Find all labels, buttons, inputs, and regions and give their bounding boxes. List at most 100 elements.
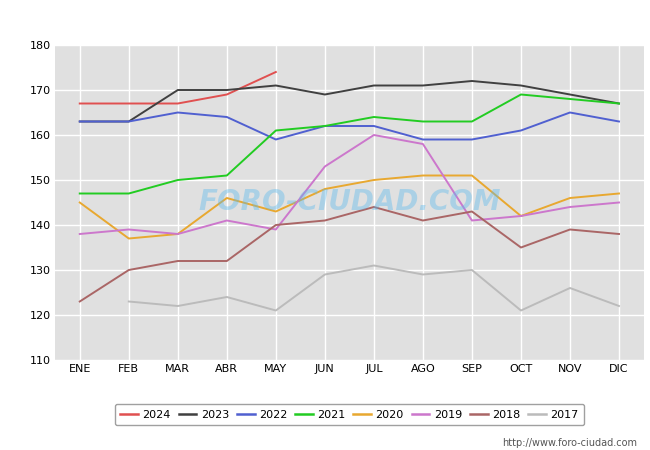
2024 — [174, 101, 182, 106]
2018 — [174, 258, 182, 264]
2022 — [370, 123, 378, 129]
2020 — [566, 195, 574, 201]
2017 — [223, 294, 231, 300]
2020 — [615, 191, 623, 196]
2021 — [468, 119, 476, 124]
2023 — [321, 92, 329, 97]
2021 — [223, 173, 231, 178]
2022 — [272, 137, 280, 142]
Line: 2024: 2024 — [80, 72, 276, 104]
2024 — [125, 101, 133, 106]
2018 — [272, 222, 280, 228]
2022 — [174, 110, 182, 115]
2019 — [272, 227, 280, 232]
2023 — [125, 119, 133, 124]
Line: 2021: 2021 — [80, 94, 619, 194]
2018 — [468, 209, 476, 214]
2023 — [517, 83, 525, 88]
2022 — [223, 114, 231, 120]
2023 — [468, 78, 476, 84]
2022 — [419, 137, 427, 142]
2022 — [566, 110, 574, 115]
2023 — [566, 92, 574, 97]
2017 — [370, 263, 378, 268]
2020 — [223, 195, 231, 201]
2018 — [223, 258, 231, 264]
2017 — [174, 303, 182, 309]
2022 — [125, 119, 133, 124]
2017 — [566, 285, 574, 291]
2024 — [223, 92, 231, 97]
2017 — [419, 272, 427, 277]
2019 — [419, 141, 427, 147]
2021 — [272, 128, 280, 133]
2017 — [321, 272, 329, 277]
2023 — [223, 87, 231, 93]
2018 — [419, 218, 427, 223]
2020 — [125, 236, 133, 241]
2018 — [566, 227, 574, 232]
2019 — [517, 213, 525, 219]
Line: 2023: 2023 — [80, 81, 619, 122]
2020 — [419, 173, 427, 178]
2020 — [174, 231, 182, 237]
Line: 2017: 2017 — [129, 266, 619, 310]
2021 — [174, 177, 182, 183]
2024 — [272, 69, 280, 75]
2021 — [125, 191, 133, 196]
2018 — [125, 267, 133, 273]
2021 — [76, 191, 84, 196]
2020 — [321, 186, 329, 192]
2017 — [272, 308, 280, 313]
Line: 2019: 2019 — [80, 135, 619, 234]
2023 — [615, 101, 623, 106]
2018 — [76, 299, 84, 304]
Legend: 2024, 2023, 2022, 2021, 2020, 2019, 2018, 2017: 2024, 2023, 2022, 2021, 2020, 2019, 2018… — [114, 404, 584, 425]
2021 — [615, 101, 623, 106]
2017 — [125, 299, 133, 304]
2022 — [615, 119, 623, 124]
2024 — [76, 101, 84, 106]
2019 — [566, 204, 574, 210]
2021 — [566, 96, 574, 102]
2022 — [76, 119, 84, 124]
2018 — [321, 218, 329, 223]
2020 — [517, 213, 525, 219]
Text: http://www.foro-ciudad.com: http://www.foro-ciudad.com — [502, 438, 637, 448]
2023 — [174, 87, 182, 93]
2019 — [468, 218, 476, 223]
2023 — [76, 119, 84, 124]
2021 — [321, 123, 329, 129]
Text: FORO-CIUDAD.COM: FORO-CIUDAD.COM — [198, 189, 500, 216]
2020 — [76, 200, 84, 205]
2022 — [517, 128, 525, 133]
2018 — [370, 204, 378, 210]
Text: Afiliados en La Antigua a 31/5/2024: Afiliados en La Antigua a 31/5/2024 — [164, 11, 486, 29]
2019 — [370, 132, 378, 138]
2017 — [468, 267, 476, 273]
2021 — [517, 92, 525, 97]
2019 — [223, 218, 231, 223]
2023 — [370, 83, 378, 88]
2022 — [321, 123, 329, 129]
2020 — [272, 209, 280, 214]
2021 — [419, 119, 427, 124]
Line: 2020: 2020 — [80, 176, 619, 238]
2020 — [370, 177, 378, 183]
2019 — [125, 227, 133, 232]
2019 — [174, 231, 182, 237]
2023 — [272, 83, 280, 88]
2023 — [419, 83, 427, 88]
2019 — [76, 231, 84, 237]
2022 — [468, 137, 476, 142]
Line: 2022: 2022 — [80, 112, 619, 140]
2017 — [517, 308, 525, 313]
2019 — [321, 164, 329, 169]
2019 — [615, 200, 623, 205]
2020 — [468, 173, 476, 178]
2017 — [615, 303, 623, 309]
2018 — [517, 245, 525, 250]
2018 — [615, 231, 623, 237]
Line: 2018: 2018 — [80, 207, 619, 302]
2021 — [370, 114, 378, 120]
